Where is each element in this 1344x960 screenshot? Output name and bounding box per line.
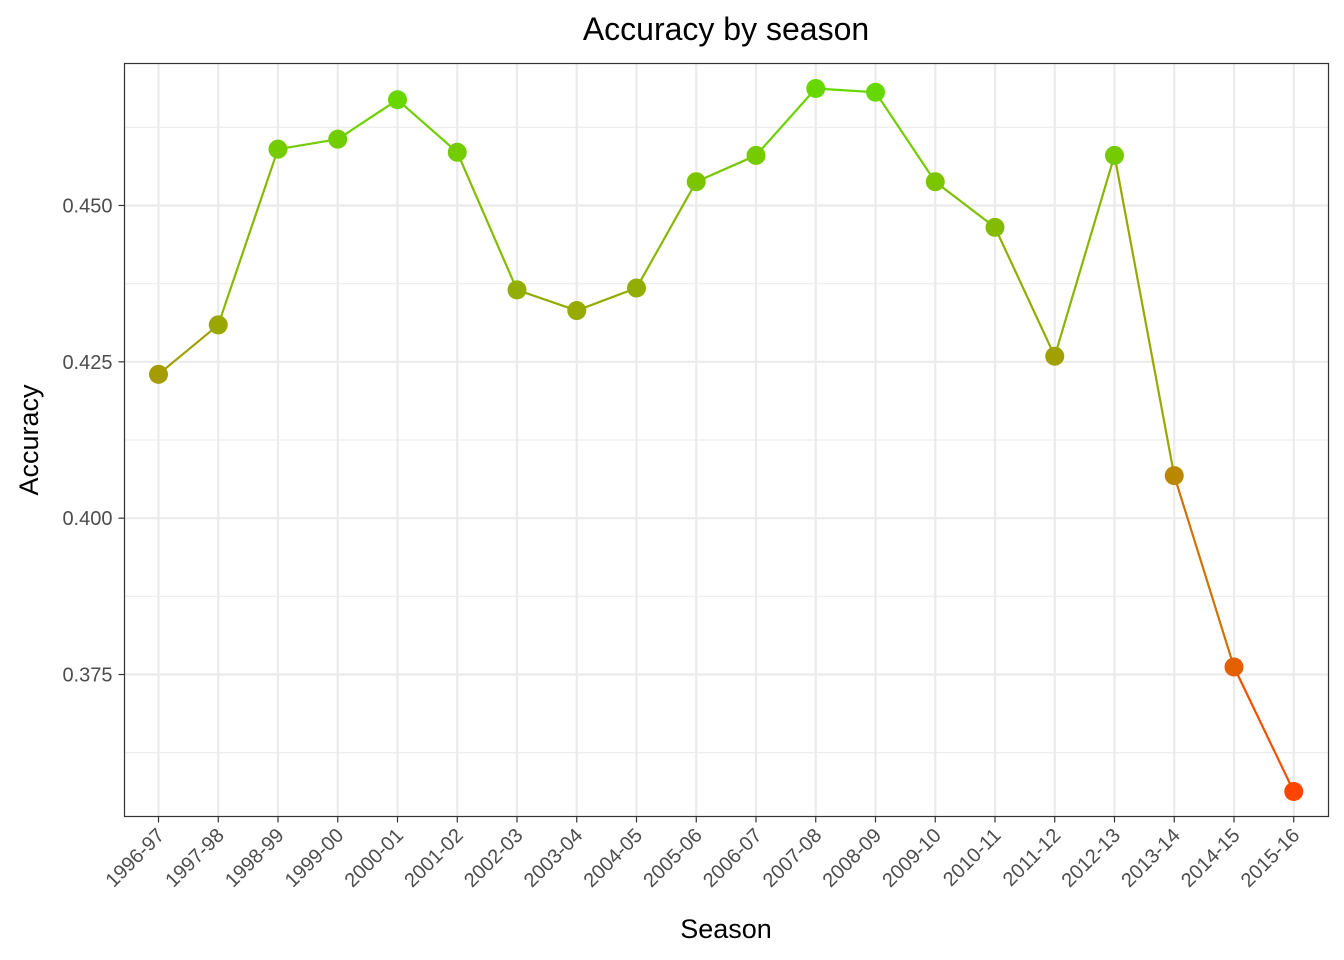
data-point — [567, 301, 587, 321]
data-point — [627, 278, 646, 298]
data-point — [388, 90, 407, 110]
line-segment — [1232, 665, 1295, 793]
line-segment — [456, 151, 519, 292]
data-point — [1045, 346, 1065, 366]
x-tick-label: 2014-15 — [1177, 824, 1244, 891]
x-tick-label: 2006-07 — [699, 824, 766, 891]
chart-title: Accuracy by season — [583, 11, 869, 47]
x-tick-label: 2004-05 — [580, 824, 647, 891]
x-tick-label: 1999-00 — [281, 824, 348, 891]
data-point — [208, 315, 228, 335]
data-point — [328, 129, 348, 149]
x-tick-label: 2010-11 — [939, 824, 1005, 890]
x-tick-label: 2005-06 — [639, 824, 706, 891]
x-tick-label: 2008-09 — [819, 824, 886, 891]
x-tick-label: 2009-10 — [878, 824, 945, 891]
x-tick-label: 2012-13 — [1058, 824, 1125, 891]
x-tick-label: 2007-08 — [759, 824, 826, 891]
data-point — [1164, 466, 1184, 486]
x-tick-label: 2003-04 — [520, 824, 587, 891]
x-axis: 1996-971997-981998-991999-002000-012001-… — [102, 816, 1304, 892]
plot-panel-border — [123, 62, 1330, 818]
x-axis-title: Season — [680, 914, 772, 944]
x-tick-label: 2000-01 — [341, 824, 408, 891]
x-tick-label: 2001-02 — [400, 824, 467, 891]
x-tick-label: 2011-12 — [999, 824, 1065, 890]
y-axis: 0.375 0.400 0.425 0.450 — [62, 195, 125, 687]
line-segment — [993, 226, 1056, 358]
x-tick-label: 2002-03 — [460, 824, 527, 891]
data-point — [686, 172, 706, 192]
data-point — [507, 280, 527, 300]
data-point — [268, 139, 288, 159]
line-segment — [1113, 154, 1176, 477]
y-tick-label: 0.450 — [62, 195, 112, 217]
line-segment — [515, 288, 578, 312]
data-point — [925, 172, 945, 192]
line-segment — [396, 98, 459, 154]
y-tick-label: 0.375 — [62, 665, 112, 687]
x-tick-label: 1996-97 — [102, 824, 169, 891]
line-segment — [934, 180, 997, 229]
data-point — [447, 142, 467, 162]
data-point — [866, 82, 885, 102]
y-tick-label: 0.400 — [62, 508, 112, 530]
line-segment — [635, 180, 698, 290]
grid — [124, 63, 1329, 817]
data-point — [985, 217, 1005, 237]
x-tick-label: 1997-98 — [161, 824, 228, 891]
x-tick-label: 2015-16 — [1237, 824, 1304, 891]
line-segment — [874, 91, 937, 183]
line-segment — [695, 154, 758, 183]
line-segment — [814, 87, 877, 94]
line-segment — [217, 148, 280, 327]
line-segment — [276, 138, 339, 151]
x-tick-label: 1998-99 — [221, 824, 288, 891]
line-segment — [1053, 154, 1116, 358]
line-segment — [157, 323, 220, 376]
line-segment — [754, 87, 817, 157]
y-tick-label: 0.425 — [62, 352, 112, 374]
data-point — [1105, 145, 1124, 165]
data-point — [1284, 781, 1304, 801]
x-tick-label: 2013-14 — [1117, 824, 1184, 891]
series — [149, 79, 1304, 801]
data-point — [806, 79, 826, 99]
line-segment — [1173, 474, 1236, 669]
line-segment — [336, 98, 399, 141]
line-segment — [575, 286, 638, 312]
data-point — [1224, 657, 1244, 677]
y-axis-title: Accuracy — [14, 384, 44, 496]
data-point — [149, 364, 168, 384]
data-point — [746, 145, 766, 165]
